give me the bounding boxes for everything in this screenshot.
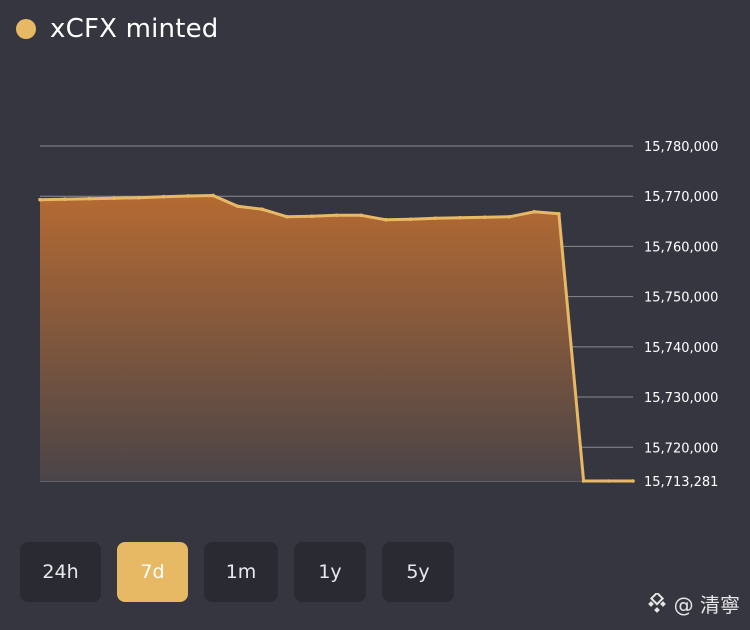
data-point bbox=[507, 214, 512, 219]
y-tick-label: 15,730,000 bbox=[644, 391, 718, 406]
data-point bbox=[433, 216, 438, 221]
data-point bbox=[87, 196, 92, 201]
data-point bbox=[557, 211, 561, 216]
data-point bbox=[260, 207, 265, 212]
data-point bbox=[631, 479, 635, 483]
data-point bbox=[137, 195, 141, 200]
range-button-7d[interactable]: 7d bbox=[117, 542, 188, 602]
range-button-1m[interactable]: 1m bbox=[204, 542, 278, 602]
y-tick-label: 15,760,000 bbox=[644, 240, 718, 255]
range-button-5y[interactable]: 5y bbox=[382, 542, 454, 602]
y-tick-label: 15,750,000 bbox=[644, 291, 718, 306]
y-tick-label: 15,770,000 bbox=[644, 190, 718, 205]
data-point bbox=[482, 215, 487, 220]
chart-header: xCFX minted bbox=[16, 14, 219, 44]
range-button-24h[interactable]: 24h bbox=[20, 542, 101, 602]
data-point bbox=[606, 479, 611, 483]
data-point bbox=[309, 214, 314, 219]
data-point bbox=[186, 194, 191, 198]
data-point bbox=[285, 214, 289, 219]
chart-title: xCFX minted bbox=[50, 14, 219, 44]
last-value-label: 15,713,281 bbox=[644, 475, 718, 490]
y-tick-label: 15,780,000 bbox=[644, 140, 718, 155]
range-button-1y[interactable]: 1y bbox=[294, 542, 366, 602]
y-tick-label: 15,720,000 bbox=[644, 441, 718, 456]
data-point bbox=[334, 213, 339, 218]
binance-square-logo-icon bbox=[647, 592, 666, 613]
data-point bbox=[161, 194, 166, 199]
data-point bbox=[62, 197, 67, 202]
data-point bbox=[211, 193, 215, 198]
y-axis-labels: 15,780,000 15,770,000 15,760,000 15,750,000… bbox=[644, 140, 718, 490]
area-fill bbox=[40, 195, 633, 481]
data-point bbox=[408, 217, 413, 222]
data-point bbox=[581, 479, 586, 483]
area-chart: 15,780,000 15,770,000 15,760,000 15,750,000… bbox=[38, 140, 718, 490]
watermark-text: @ 清寧 bbox=[673, 593, 740, 617]
time-range-selector: 24h 7d 1m 1y 5y bbox=[20, 542, 470, 602]
data-point bbox=[38, 197, 42, 202]
watermark: @ 清寧 bbox=[646, 589, 740, 618]
data-point bbox=[384, 218, 388, 222]
data-point bbox=[532, 209, 536, 214]
data-point bbox=[359, 213, 364, 218]
legend-dot bbox=[16, 19, 36, 39]
data-point bbox=[235, 204, 240, 209]
y-tick-label: 15,740,000 bbox=[644, 341, 718, 356]
data-point bbox=[458, 216, 462, 220]
data-point bbox=[112, 196, 116, 201]
